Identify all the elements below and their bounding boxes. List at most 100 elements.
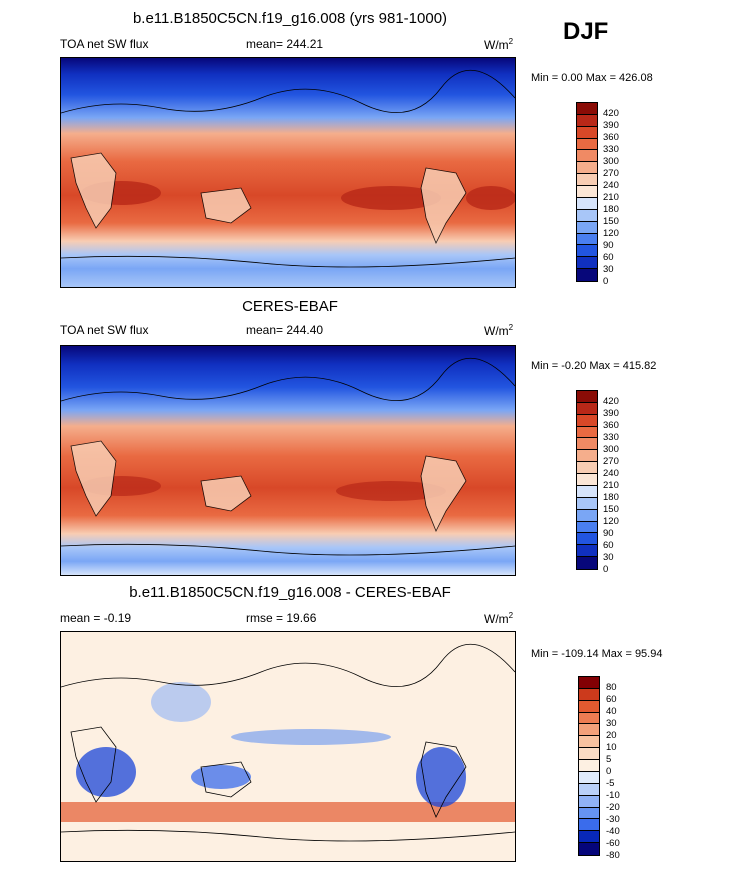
panel2-coast-north xyxy=(61,357,515,556)
panel1-mean-label: mean= 244.21 xyxy=(246,37,324,51)
p3-swatch xyxy=(579,677,599,689)
p3-swatch xyxy=(579,843,599,855)
p2-swatch xyxy=(577,462,597,475)
p1-swatch xyxy=(577,269,597,281)
p1-colorbar-label: 60 xyxy=(603,252,614,263)
p3-swatch xyxy=(579,724,599,737)
p1-swatch xyxy=(577,245,597,258)
p1-colorbar-label: 0 xyxy=(603,276,609,287)
p2-colorbar-label: 30 xyxy=(603,552,614,563)
panel3-units: W/m2 xyxy=(484,611,514,626)
p3-swatch xyxy=(579,688,599,701)
panel2-units: W/m2 xyxy=(484,323,514,338)
p3-swatch xyxy=(579,736,599,749)
p1-colorbar-label: 150 xyxy=(603,216,619,227)
panel1-coast-antarctic xyxy=(61,255,515,268)
panel2-south-america xyxy=(420,455,467,532)
panel3-rmse-label: rmse = 19.66 xyxy=(246,611,317,625)
p2-colorbar-label: 0 xyxy=(603,564,609,575)
p1-colorbar-label: 390 xyxy=(603,120,619,131)
p3-colorbar-label: 20 xyxy=(606,730,617,741)
p3-colorbar-label: -30 xyxy=(606,814,620,825)
p1-swatch xyxy=(577,221,597,234)
p2-swatch xyxy=(577,438,597,451)
panel3-asia-anomaly xyxy=(151,682,211,722)
panel2-continents xyxy=(70,440,467,532)
p2-swatch xyxy=(577,509,597,522)
panel3-map-svg xyxy=(61,632,515,861)
p2-swatch xyxy=(577,521,597,534)
panel3-title: b.e11.B1850C5CN.f19_g16.008 - CERES-EBAF xyxy=(129,584,451,601)
p1-swatch xyxy=(577,174,597,187)
p3-colorbar-label: -10 xyxy=(606,790,620,801)
p3-colorbar-label: 0 xyxy=(606,766,612,777)
p1-swatch xyxy=(577,197,597,210)
p3-swatch xyxy=(579,771,599,784)
panel1-coast-arctic xyxy=(61,69,515,114)
p1-swatch xyxy=(577,162,597,175)
panel1-coast-north xyxy=(61,69,515,268)
p2-colorbar-label: 240 xyxy=(603,468,619,479)
panel1-minmax: Min = 0.00 Max = 426.08 xyxy=(531,72,653,84)
p2-colorbar-label: 330 xyxy=(603,432,619,443)
panel2-coast-arctic xyxy=(61,357,515,402)
p3-colorbar-label: -60 xyxy=(606,838,620,849)
p1-colorbar-label: 90 xyxy=(603,240,614,251)
panel1-colorbar xyxy=(576,102,598,282)
p2-swatch xyxy=(577,402,597,415)
panel2-coast-antarctic xyxy=(61,543,515,556)
p1-colorbar-label: 210 xyxy=(603,192,619,203)
panel3-africa xyxy=(70,726,117,803)
p1-swatch xyxy=(577,209,597,222)
p2-colorbar-label: 90 xyxy=(603,528,614,539)
p3-swatch xyxy=(579,795,599,808)
panel2-africa xyxy=(70,440,117,517)
p2-colorbar-label: 420 xyxy=(603,396,619,407)
p2-swatch xyxy=(577,474,597,486)
panel2-variable-label: TOA net SW flux xyxy=(60,323,149,337)
panel1-map-svg xyxy=(61,58,515,287)
panel3-map xyxy=(60,631,516,862)
p2-swatch xyxy=(577,485,597,498)
panel1-units: W/m2 xyxy=(484,37,514,52)
p1-swatch xyxy=(577,186,597,198)
panel3-africa-anomaly xyxy=(76,747,136,797)
panel1-title: b.e11.B1850C5CN.f19_g16.008 (yrs 981-100… xyxy=(132,10,448,27)
p3-swatch xyxy=(579,831,599,844)
p1-colorbar-label: 180 xyxy=(603,204,619,215)
panel3-minmax: Min = -109.14 Max = 95.94 xyxy=(531,648,663,660)
p2-swatch xyxy=(577,414,597,427)
p1-swatch xyxy=(577,233,597,246)
p3-colorbar-label: 40 xyxy=(606,706,617,717)
p1-colorbar-label: 240 xyxy=(603,180,619,191)
p2-swatch xyxy=(577,557,597,569)
p1-swatch xyxy=(577,114,597,127)
panel2-australia xyxy=(200,475,252,512)
p2-colorbar-label: 270 xyxy=(603,456,619,467)
p3-colorbar-label: 60 xyxy=(606,694,617,705)
panel3-coast-antarctic xyxy=(61,829,515,842)
season-label: DJF xyxy=(563,18,609,45)
panel1-continents xyxy=(70,152,467,244)
p2-swatch xyxy=(577,450,597,463)
panel3-coast-arctic xyxy=(61,643,515,688)
panel2-title: CERES-EBAF xyxy=(242,298,338,315)
p2-swatch xyxy=(577,533,597,546)
panel3-south-america xyxy=(420,741,467,818)
p1-swatch xyxy=(577,138,597,151)
panel1-africa xyxy=(70,152,117,229)
panel1-band-pacific xyxy=(341,186,441,210)
p3-swatch xyxy=(579,712,599,725)
p1-swatch xyxy=(577,150,597,163)
p2-colorbar-label: 150 xyxy=(603,504,619,515)
p3-swatch xyxy=(579,807,599,820)
p3-colorbar-label: -5 xyxy=(606,778,615,789)
p2-colorbar-label: 360 xyxy=(603,420,619,431)
p1-colorbar-label: 300 xyxy=(603,156,619,167)
p2-colorbar-label: 60 xyxy=(603,540,614,551)
p2-colorbar-label: 210 xyxy=(603,480,619,491)
panel1-band-east xyxy=(466,186,515,210)
p1-swatch xyxy=(577,257,597,270)
p3-colorbar-label: -20 xyxy=(606,802,620,813)
p2-colorbar-label: 180 xyxy=(603,492,619,503)
